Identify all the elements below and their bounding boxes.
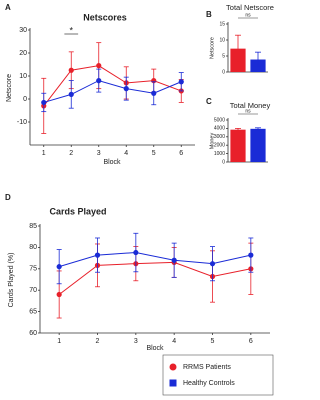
y-tick-label: 5 xyxy=(222,53,225,59)
point xyxy=(209,261,216,267)
y-tick-label: 10 xyxy=(219,37,225,43)
y-tick-label: 0 xyxy=(23,96,27,103)
point xyxy=(171,257,177,263)
significance: ns xyxy=(245,108,251,114)
point xyxy=(133,249,139,256)
legend-label: Healthy Controls xyxy=(183,380,235,387)
y-tick-label: 4000 xyxy=(214,126,225,132)
y-tick-label: -10 xyxy=(17,119,27,126)
y-tick-label: 10 xyxy=(19,73,27,80)
chart-title: Cards Played xyxy=(49,206,106,216)
y-tick-label: 20 xyxy=(19,50,27,57)
y-axis-title: Netscore xyxy=(6,74,13,102)
legend-label: RRMS Patients xyxy=(183,364,231,371)
chart-title: Total Netscore xyxy=(226,3,274,12)
x-axis-title: Block xyxy=(146,345,164,352)
y-tick-label: 1000 xyxy=(214,151,225,157)
point xyxy=(94,252,101,258)
significance: * xyxy=(69,25,73,35)
x-axis-title: Block xyxy=(103,159,121,166)
x-tick-label: 6 xyxy=(249,338,253,345)
y-axis-title: Cards Played (%) xyxy=(8,253,15,308)
y-tick-label: 75 xyxy=(29,266,37,273)
series-line xyxy=(43,80,182,103)
point xyxy=(151,90,157,96)
point xyxy=(56,264,62,270)
series-line xyxy=(58,261,251,295)
point xyxy=(68,91,74,97)
x-tick-label: 3 xyxy=(97,150,101,157)
y-tick-label: 85 xyxy=(29,223,37,230)
bar xyxy=(230,129,246,162)
y-tick-label: 5000 xyxy=(214,117,225,123)
y-tick-label: 0 xyxy=(222,159,225,165)
point xyxy=(96,78,102,84)
significance: ns xyxy=(245,12,251,18)
legend-marker xyxy=(169,363,177,371)
panel-label: A xyxy=(5,3,11,12)
panel-label: C xyxy=(206,97,212,106)
y-tick-label: 65 xyxy=(29,308,37,315)
chart-title: Total Money xyxy=(230,101,271,110)
x-tick-label: 1 xyxy=(57,338,61,345)
y-tick-label: 3000 xyxy=(214,134,225,140)
point xyxy=(68,67,74,73)
point xyxy=(123,86,129,92)
series-line xyxy=(43,65,182,107)
y-tick-label: 15 xyxy=(219,21,225,27)
x-tick-label: 4 xyxy=(172,338,176,345)
y-tick-label: 2000 xyxy=(214,143,225,149)
point xyxy=(96,63,102,69)
chart-title: Netscores xyxy=(83,12,127,22)
point xyxy=(178,79,184,85)
x-tick-label: 3 xyxy=(134,338,138,345)
x-tick-label: 2 xyxy=(96,338,100,345)
y-axis-title: Money xyxy=(209,132,215,149)
bar xyxy=(250,128,266,162)
x-tick-label: 6 xyxy=(179,150,183,157)
legend-marker xyxy=(169,379,177,387)
y-tick-label: 80 xyxy=(29,244,37,251)
panel-label: B xyxy=(206,10,212,19)
x-tick-label: 2 xyxy=(69,150,73,157)
x-tick-label: 1 xyxy=(42,150,46,157)
series-line xyxy=(59,252,251,268)
x-tick-label: 5 xyxy=(152,150,156,157)
x-tick-label: 4 xyxy=(124,150,128,157)
point xyxy=(41,99,47,106)
y-tick-label: 0 xyxy=(222,69,225,75)
point xyxy=(56,291,62,298)
y-tick-label: 60 xyxy=(29,330,37,337)
panel-label: D xyxy=(5,193,11,202)
y-tick-label: 30 xyxy=(19,27,27,34)
legend-box xyxy=(162,354,274,396)
x-tick-label: 5 xyxy=(211,338,215,345)
y-tick-label: 70 xyxy=(29,287,37,294)
point xyxy=(248,252,254,258)
y-axis-title: Netscore xyxy=(209,37,215,59)
